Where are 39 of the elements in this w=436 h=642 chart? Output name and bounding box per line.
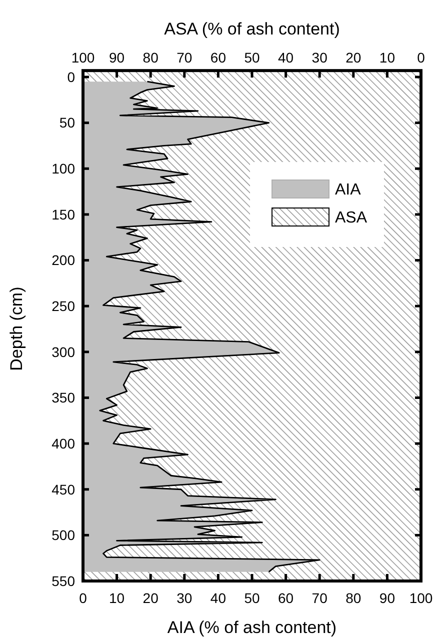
x-tick-label: 70	[312, 590, 328, 606]
x2-tick-label: 50	[244, 50, 260, 66]
x2-tick-label: 100	[71, 50, 95, 66]
x-tick-label: 60	[278, 590, 294, 606]
x-tick-label: 90	[379, 590, 396, 606]
x-tick-label: 20	[142, 590, 159, 606]
x-tick-label: 100	[409, 590, 433, 606]
y-tick-label: 250	[52, 298, 76, 314]
y-tick-label: 550	[52, 572, 76, 589]
x2-tick-label: 40	[278, 50, 294, 66]
x2-tick-label: 90	[109, 50, 125, 66]
x-tick-label: 80	[346, 590, 362, 606]
x-tick-label: 50	[244, 590, 260, 606]
y-tick-label: 150	[52, 206, 76, 222]
y-tick-label: 100	[52, 160, 76, 177]
y-tick-label: 50	[59, 114, 76, 131]
series-label: ASA	[335, 210, 368, 227]
y-tick-label: 450	[52, 481, 76, 498]
y-tick-label: 350	[52, 390, 76, 406]
x2-axis-title: ASA (% of ash content)	[164, 20, 340, 39]
y-tick-label: 300	[52, 344, 76, 360]
y-tick-label: 0	[67, 68, 76, 85]
x-axis-title: AIA (% of ash content)	[167, 618, 337, 637]
x-tick-label: 10	[109, 590, 125, 606]
x-tick-label: 30	[176, 590, 192, 606]
x2-tick-label: 80	[142, 50, 159, 66]
x2-tick-label: 0	[417, 50, 426, 66]
x2-tick-label: 70	[176, 50, 192, 66]
y-tick-label: 500	[52, 527, 76, 544]
y-tick-label: 200	[52, 252, 76, 268]
x2-tick-label: 60	[210, 50, 226, 66]
x-tick-label: 0	[79, 590, 88, 606]
y-tick-label: 400	[52, 435, 76, 452]
legend-label: AIA	[335, 182, 362, 199]
x2-tick-label: 10	[379, 50, 396, 66]
x2-tick-label: 30	[312, 50, 328, 66]
y-axis-title: Depth (cm)	[7, 286, 26, 371]
x-tick-label: 40	[210, 590, 226, 606]
x2-tick-label: 20	[346, 50, 362, 66]
